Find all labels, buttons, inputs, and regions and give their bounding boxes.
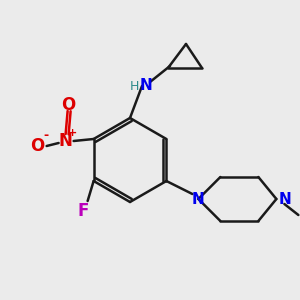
Text: O: O bbox=[61, 96, 76, 114]
Text: N: N bbox=[59, 132, 73, 150]
Text: H: H bbox=[129, 80, 139, 94]
Text: F: F bbox=[78, 202, 89, 220]
Text: N: N bbox=[278, 191, 291, 206]
Text: +: + bbox=[68, 128, 77, 138]
Text: N: N bbox=[192, 191, 205, 206]
Text: -: - bbox=[43, 130, 48, 142]
Text: N: N bbox=[140, 77, 152, 92]
Text: O: O bbox=[31, 137, 45, 155]
